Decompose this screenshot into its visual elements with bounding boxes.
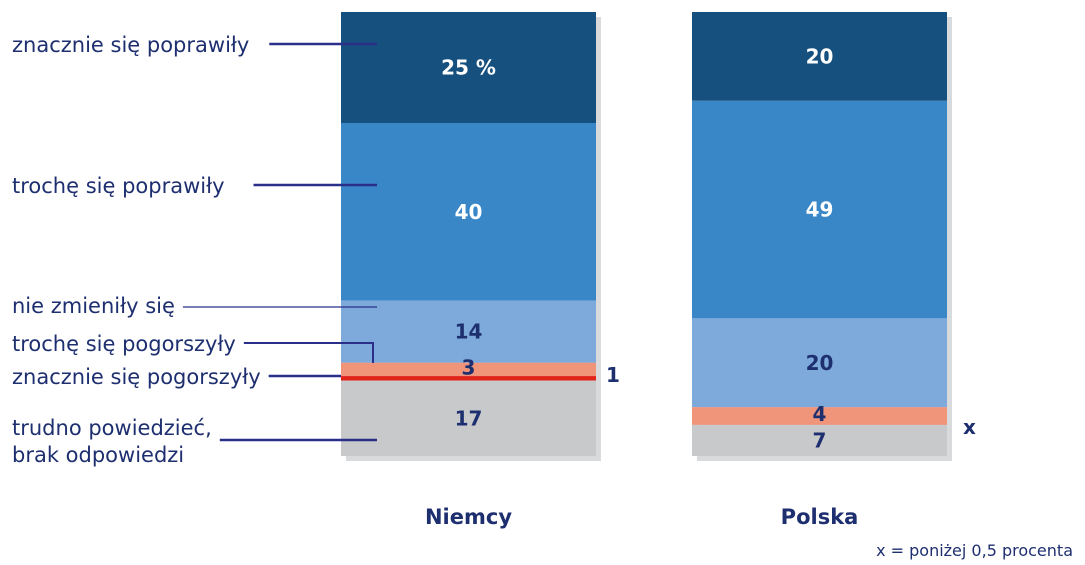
bar-segment [692, 407, 947, 425]
legend-label: nie zmieniły się [12, 294, 175, 318]
bar-segment [692, 318, 947, 408]
bars [341, 12, 947, 456]
legend-label: trochę się poprawiły [12, 174, 225, 198]
outside-labels: 1x [606, 363, 976, 439]
bar-segment [341, 12, 596, 123]
segment-value-label: 20 [806, 351, 834, 375]
segment-labels: 25 % 40 14 3 17 20 49 20 47 [441, 44, 833, 452]
segment-value-label: 40 [455, 200, 483, 224]
legend-labels: znacznie się poprawiły trochę się poprawi… [12, 33, 261, 467]
legend-connector [243, 342, 374, 363]
segment-value-label: 20 [806, 44, 834, 68]
category-label: Niemcy [425, 505, 512, 529]
legend-label: trochę się pogorszyły [12, 332, 236, 356]
bar-segment [341, 123, 596, 301]
segment-value-label: 7 [813, 428, 827, 452]
outside-value-label: x [963, 415, 976, 439]
segment-value-label: 17 [455, 406, 483, 430]
bar-segment [341, 376, 596, 381]
category-labels: Niemcy Polska [425, 505, 858, 529]
legend-label: brak odpowiedzi [12, 443, 184, 467]
bar-segment [341, 380, 596, 456]
category-label: Polska [781, 505, 859, 529]
legend-label: znacznie się poprawiły [12, 33, 249, 57]
bar-segment [341, 300, 596, 363]
segment-value-label: 4 [813, 402, 827, 426]
legend-label: znacznie się pogorszyły [12, 365, 261, 389]
bar-segment [692, 12, 947, 101]
segment-value-label: 14 [455, 320, 483, 344]
legend-label: trudno powiedzieć, [12, 416, 212, 440]
footnote: x = poniżej 0,5 procenta [876, 541, 1073, 560]
outside-value-label: 1 [606, 363, 620, 387]
bar-segment [692, 100, 947, 319]
segment-value-label: 49 [806, 198, 834, 222]
bar-segment [692, 424, 947, 456]
segment-value-label: 3 [462, 355, 476, 379]
segment-value-label: 25 % [441, 56, 496, 80]
bar-segment [341, 362, 596, 377]
legend-connectors [182, 42, 377, 442]
